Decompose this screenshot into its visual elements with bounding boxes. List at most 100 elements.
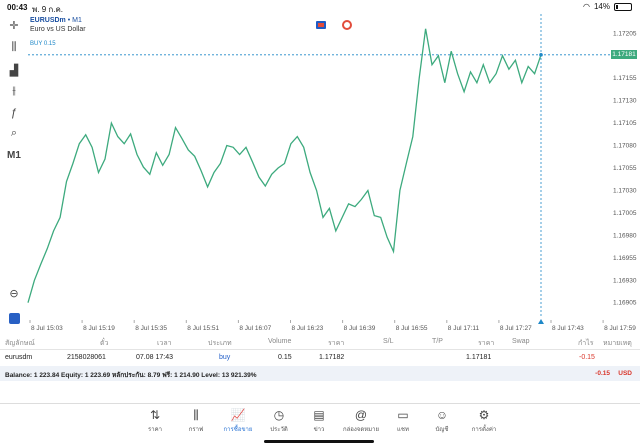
- y-tick-label: 1.17030: [613, 187, 637, 194]
- balance-text: Balance: 1 223.84 Equity: 1 223.69 หลักป…: [5, 372, 257, 379]
- y-tick-label: 1.17105: [613, 120, 637, 127]
- indicators-icon[interactable]: ⫲: [12, 84, 16, 97]
- one-click-trade-icon[interactable]: [342, 20, 352, 30]
- x-tick-label: 8 Jul 17:27: [500, 325, 532, 332]
- tab-account[interactable]: ☺ บัญชี: [422, 408, 462, 434]
- history-clock-icon: ◷: [273, 408, 285, 422]
- settings-gear-icon: ⚙: [478, 408, 490, 422]
- wifi-icon: ◠: [583, 2, 590, 11]
- y-tick-label: 1.17005: [613, 210, 637, 217]
- x-tick-label: 8 Jul 15:35: [135, 325, 167, 332]
- col-tp: T/P: [432, 338, 443, 345]
- y-tick-label: 1.17205: [613, 30, 637, 37]
- current-price-tag: 1.17181: [611, 50, 637, 60]
- x-tick-label: 8 Jul 17:43: [552, 325, 584, 332]
- x-tick-label: 8 Jul 17:59: [604, 325, 636, 332]
- balance-row: Balance: 1 223.84 Equity: 1 223.69 หลักป…: [0, 366, 640, 381]
- row-symbol: eurusdm: [5, 354, 33, 361]
- currency-label: USD: [618, 370, 632, 377]
- status-time: 00:43: [7, 3, 28, 12]
- col-swap: Swap: [512, 338, 530, 345]
- objects-icon[interactable]: ⌕: [10, 126, 18, 139]
- x-axis: 8 Jul 15:03 8 Jul 15:19 8 Jul 15:35 8 Jul 1…: [29, 320, 636, 332]
- tab-news[interactable]: ▤ ข่าว: [299, 408, 339, 434]
- quotes-arrows-icon: ⇅: [149, 408, 161, 422]
- battery-icon: [614, 2, 632, 11]
- status-right: ◠ 14%: [583, 2, 632, 11]
- col-profit: กำไร: [578, 340, 594, 347]
- tab-trade[interactable]: 📈 การซื้อขาย: [218, 408, 258, 434]
- y-tick-label: 1.17155: [613, 75, 637, 82]
- row-time: 07.08 17:43: [136, 354, 173, 361]
- y-tick-label: 1.17080: [613, 143, 637, 150]
- x-tick-label: 8 Jul 16:39: [344, 325, 376, 332]
- account-user-icon: ☺: [435, 408, 449, 422]
- trade-panel-icon[interactable]: [6, 310, 22, 326]
- row-ticket: 2158028061: [67, 354, 106, 361]
- col-price: ราคา: [328, 340, 345, 347]
- trade-chart-icon: 📈: [230, 408, 246, 422]
- table-row[interactable]: eurusdm 2158028061 07.08 17:43 buy 0.15 …: [0, 354, 640, 364]
- y-tick-label: 1.16980: [613, 232, 637, 239]
- buy-line-label: BUY 0.15: [30, 41, 56, 47]
- chat-bubble-icon: ▭: [397, 408, 409, 422]
- bars-icon[interactable]: ▟: [9, 64, 19, 77]
- symbol-timeframe: M1: [72, 17, 82, 24]
- symbol-info: EURUSDm • M1 Euro vs US Dollar: [30, 17, 86, 33]
- last-price-point: [539, 53, 543, 57]
- row-open-price: 1.17182: [319, 354, 345, 361]
- tab-quotes[interactable]: ⇅ ราคา: [135, 408, 175, 434]
- table-divider: [0, 349, 640, 350]
- crosshair-icon[interactable]: ✛: [9, 19, 19, 32]
- col-comment: หมายเหตุ: [603, 340, 632, 347]
- col-current-price: ราคา: [478, 340, 495, 347]
- row-profit: -0.15: [579, 354, 595, 361]
- battery-percent: 14%: [593, 2, 610, 11]
- row-type: buy: [219, 354, 231, 361]
- col-ticket: ตั๋ว: [100, 340, 109, 347]
- x-tick-label: 8 Jul 17:11: [448, 325, 480, 332]
- x-tick-label: 8 Jul 16:23: [292, 325, 324, 332]
- home-indicator: [264, 440, 374, 443]
- chart-toolbar: ✛ ⫼ ▟ ⫲ ƒ ⌕ M1 ⊖: [0, 14, 28, 330]
- row-current-price: 1.17181: [466, 354, 492, 361]
- table-header: สัญลักษณ์ ตั๋ว เวลา ประเภท Volume ราคา S…: [0, 338, 640, 348]
- tab-mailbox[interactable]: @ กล่องจดหมาย: [342, 408, 380, 433]
- symbol-description: Euro vs US Dollar: [30, 26, 86, 33]
- x-tick-label: 8 Jul 15:03: [31, 325, 63, 332]
- x-tick-label: 8 Jul 15:51: [187, 325, 219, 332]
- current-time-marker-icon: [538, 319, 544, 324]
- y-tick-label: 1.16930: [613, 277, 637, 284]
- x-tick-label: 8 Jul 15:19: [83, 325, 115, 332]
- tab-history[interactable]: ◷ ประวัติ: [259, 408, 299, 434]
- y-tick-label: 1.16955: [613, 255, 637, 262]
- status-date: พ. 9 ก.ค.: [32, 5, 64, 14]
- col-sl: S/L: [383, 338, 394, 345]
- y-tick-label: 1.17055: [613, 165, 637, 172]
- row-volume: 0.15: [278, 354, 292, 361]
- symbol-name: EURUSDm: [30, 17, 66, 24]
- total-profit: -0.15: [595, 370, 610, 377]
- y-tick-label: 1.17130: [613, 98, 637, 105]
- tab-settings[interactable]: ⚙ การตั้งค่า: [464, 408, 504, 434]
- timeframe-button[interactable]: M1: [7, 149, 21, 161]
- col-time: เวลา: [157, 340, 172, 347]
- status-bar: 00:43 พ. 9 ก.ค. ◠ 14%: [0, 0, 640, 14]
- col-symbol: สัญลักษณ์: [5, 340, 35, 347]
- eu-flag-icon[interactable]: [316, 21, 326, 29]
- x-tick-label: 8 Jul 16:55: [396, 325, 428, 332]
- price-chart[interactable]: 1.172051.171801.171551.171301.171051.170…: [0, 0, 640, 332]
- candles-icon[interactable]: ⫼: [11, 40, 17, 53]
- bottom-tab-bar: ⇅ ราคา ⫼ กราฟ 📈 การซื้อขาย ◷ ประวัติ ▤ ข…: [0, 403, 640, 447]
- zoom-out-icon[interactable]: ⊖: [9, 287, 19, 300]
- function-icon[interactable]: ƒ: [10, 107, 18, 119]
- price-line-series: [27, 28, 542, 303]
- y-axis: 1.172051.171801.171551.171301.171051.170…: [613, 30, 637, 306]
- tab-chat[interactable]: ▭ แชท: [383, 408, 423, 434]
- col-type: ประเภท: [208, 340, 232, 347]
- y-tick-label: 1.16905: [613, 300, 637, 307]
- x-tick-label: 8 Jul 16:07: [239, 325, 271, 332]
- col-volume: Volume: [268, 338, 292, 345]
- tab-chart[interactable]: ⫼ กราฟ: [176, 408, 216, 434]
- chart-candles-icon: ⫼: [193, 408, 199, 422]
